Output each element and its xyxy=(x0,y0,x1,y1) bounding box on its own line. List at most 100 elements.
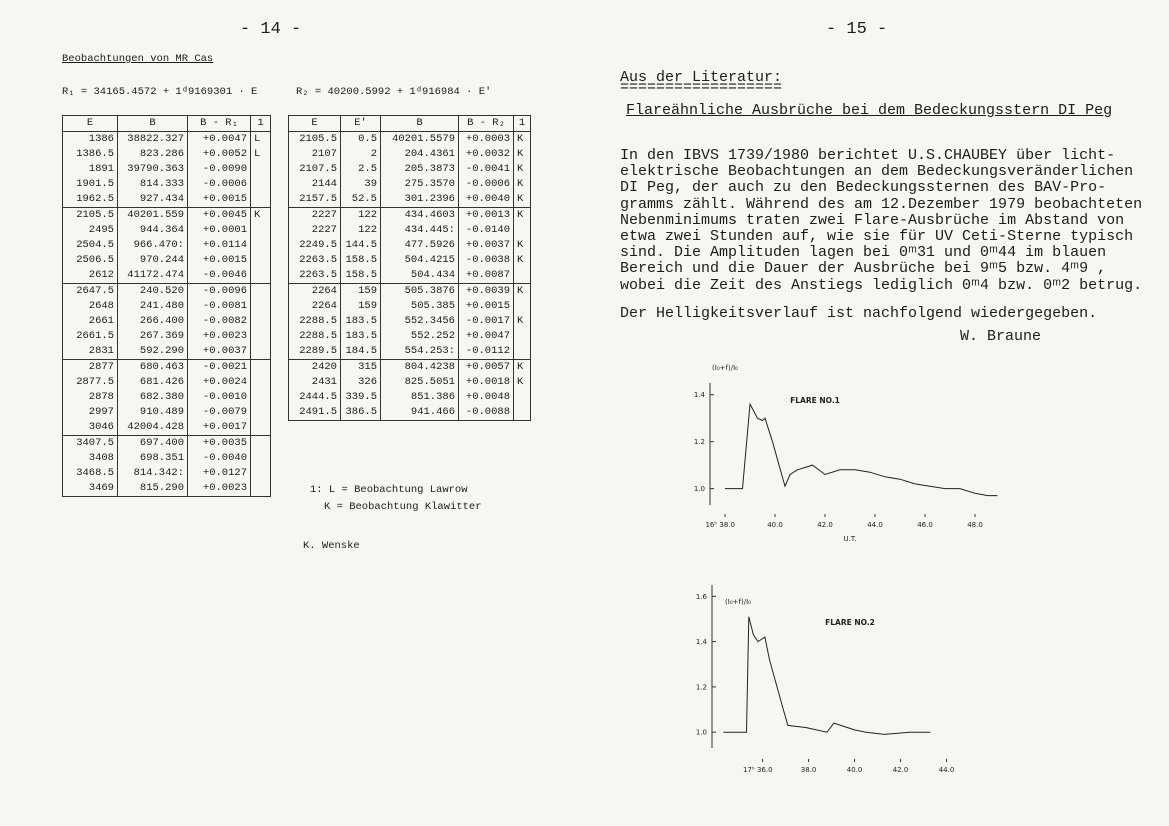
table-cell: 159 xyxy=(340,299,381,314)
table-cell: 0.5 xyxy=(340,131,381,147)
table-cell: 2227 xyxy=(288,223,341,238)
table-row: 1386.5 823.286 +0.0052 L xyxy=(62,147,271,162)
author: K. Wenske xyxy=(303,540,360,552)
table-cell: 144.5 xyxy=(340,238,381,253)
table-cell xyxy=(513,268,531,284)
table-cell: 2612 xyxy=(62,268,118,284)
legend-entry: K = Beobachtung Klawitter xyxy=(324,501,482,513)
table-cell: 970.244 xyxy=(117,253,188,268)
table-cell xyxy=(250,344,271,360)
table-row: 2495 944.364 +0.0001 xyxy=(62,223,271,238)
table-cell: -0.0017 xyxy=(458,314,514,329)
table-cell: 1962.5 xyxy=(62,192,118,208)
table-cell xyxy=(513,223,531,238)
table-cell: 159 xyxy=(340,283,381,299)
table-cell: 2288.5 xyxy=(288,329,341,344)
table-cell: 183.5 xyxy=(340,314,381,329)
table-cell: 2506.5 xyxy=(62,253,118,268)
section-rule: ================== xyxy=(620,79,783,96)
table-cell: 2495 xyxy=(62,223,118,238)
table-cell: +0.0032 xyxy=(458,147,514,162)
data-line xyxy=(723,616,931,735)
table-cell: 697.400 xyxy=(117,435,188,451)
table-cell xyxy=(250,451,271,466)
table: E E' B B - R₂ 1 2105.5 0.5 40201.5579 +0.0003 K 21… xyxy=(288,115,531,421)
table-cell: 39790.363 xyxy=(117,162,188,177)
table-cell xyxy=(250,177,271,192)
y-tick-label: 1.0 xyxy=(696,729,707,737)
table-cell: +0.0114 xyxy=(187,238,251,253)
header-row: E E' B B - R₂ 1 xyxy=(288,115,531,132)
table-cell: L xyxy=(250,147,271,162)
y-tick-label: 1.0 xyxy=(694,485,705,493)
table-cell xyxy=(250,223,271,238)
table-cell: K xyxy=(513,192,531,208)
table-cell: +0.0013 xyxy=(458,207,514,223)
data-line xyxy=(725,402,998,497)
table-cell: 2264 xyxy=(288,283,341,299)
table-cell: +0.0052 xyxy=(187,147,251,162)
x-tick-label: 16ʰ 38.0 xyxy=(705,521,735,529)
table-cell: K xyxy=(513,207,531,223)
table-cell: 42004.428 xyxy=(117,420,188,436)
table-cell: +0.0023 xyxy=(187,481,251,497)
paragraph-line: gramms zählt. Während des am 12.Dezember… xyxy=(620,195,1143,213)
table-cell: +0.0045 xyxy=(187,207,251,223)
header-cell: 1 xyxy=(513,115,531,132)
paragraph-line: Bereich und die Dauer der Ausbrüche bei … xyxy=(620,260,1107,278)
x-tick-label: 40.0 xyxy=(767,521,783,529)
table-cell: 2263.5 xyxy=(288,253,341,268)
table-row: 2647.5 240.520 -0.0096 xyxy=(62,283,271,299)
table-row: 2504.5 966.470: +0.0114 xyxy=(62,238,271,253)
table-cell: K xyxy=(513,131,531,147)
table-cell: 183.5 xyxy=(340,329,381,344)
paragraph-line: DI Peg, der auch zu den Bedeckungssterne… xyxy=(620,179,1107,197)
table-cell: 339.5 xyxy=(340,390,381,405)
table-cell: +0.0024 xyxy=(187,375,251,390)
table-cell: +0.0018 xyxy=(458,375,514,390)
header-cell: B xyxy=(380,115,459,132)
table-cell: -0.0079 xyxy=(187,405,251,420)
author: W. Braune xyxy=(960,328,1042,345)
table-cell: 205.3873 xyxy=(380,162,459,177)
table-row: 2263.5 158.5 504.4215 -0.0038 K xyxy=(288,253,531,268)
table-cell: -0.0081 xyxy=(187,299,251,314)
table-cell: -0.0010 xyxy=(187,390,251,405)
table-cell: 315 xyxy=(340,359,381,375)
table-cell xyxy=(513,344,531,360)
table-cell: 434.445: xyxy=(380,223,459,238)
table-cell: 2647.5 xyxy=(62,283,118,299)
table-cell: +0.0087 xyxy=(458,268,514,284)
table-row: 2878 682.380 -0.0010 xyxy=(62,390,271,405)
header-cell: 1 xyxy=(250,115,271,132)
table-cell: 2877.5 xyxy=(62,375,118,390)
x-tick-label: 17ʰ 36.0 xyxy=(743,766,773,774)
table-cell: L xyxy=(250,131,271,147)
paragraph-line: elektrische Beobachtungen an dem Bedecku… xyxy=(620,163,1134,181)
table-cell: +0.0017 xyxy=(187,420,251,436)
formula: R₂ = 40200.5992 + 1ᵈ916984 · E' xyxy=(296,86,492,98)
table-cell: 434.4603 xyxy=(380,207,459,223)
table-cell: -0.0041 xyxy=(458,162,514,177)
table-cell: 1386 xyxy=(62,131,118,147)
table-row: 3468.5 814.342: +0.0127 xyxy=(62,466,271,481)
header-cell: B xyxy=(117,115,188,132)
table-cell: 2105.5 xyxy=(62,207,118,223)
y-tick-label: 1.2 xyxy=(694,438,705,446)
table-cell: 2444.5 xyxy=(288,390,341,405)
table-cell: 552.252 xyxy=(380,329,459,344)
y-axis-label: (I₀+f)/I₀ xyxy=(712,364,738,372)
table-cell: K xyxy=(513,238,531,253)
table-cell: K xyxy=(513,162,531,177)
table-cell: 2288.5 xyxy=(288,314,341,329)
table-row: 2107.5 2.5 205.3873 -0.0041 K xyxy=(288,162,531,177)
table-cell: +0.0001 xyxy=(187,223,251,238)
table-cell: 552.3456 xyxy=(380,314,459,329)
table-row: 3046 42004.428 +0.0017 xyxy=(62,420,271,436)
table-cell xyxy=(250,314,271,329)
table-cell: 275.3570 xyxy=(380,177,459,192)
table-cell: 158.5 xyxy=(340,253,381,268)
table-cell: 823.286 xyxy=(117,147,188,162)
